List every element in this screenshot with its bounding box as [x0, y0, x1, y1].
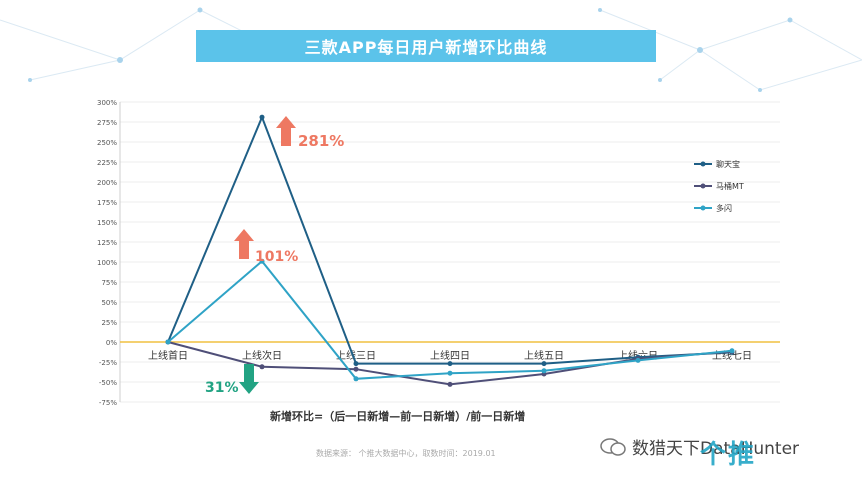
y-tick-label: -50%: [99, 379, 117, 387]
legend-label: 聊天宝: [716, 159, 740, 169]
annotation-label: 31%: [205, 380, 239, 396]
data-point: [353, 361, 359, 367]
y-tick-label: 175%: [97, 199, 117, 207]
formula-text: 新增环比=（后一日新增—前一日新增）/前一日新增: [270, 410, 526, 423]
data-point: [165, 339, 171, 345]
annotation-label: 101%: [255, 249, 298, 265]
brand-logo-text: 个推: [700, 440, 757, 470]
y-tick-label: 100%: [97, 259, 117, 267]
y-tick-label: 125%: [97, 239, 117, 247]
data-point: [353, 366, 359, 372]
y-tick-label: -75%: [99, 399, 117, 407]
data-point: [635, 357, 641, 363]
data-point: [259, 258, 265, 264]
y-tick-label: 275%: [97, 119, 117, 127]
legend-marker: [700, 161, 706, 167]
y-tick-label: 150%: [97, 219, 117, 227]
data-point: [541, 361, 547, 367]
y-tick-label: 0%: [106, 339, 117, 347]
legend-label: 多闪: [716, 203, 732, 213]
data-source-text: 数据来源： 个推大数据中心，取数时间：2019.01: [316, 449, 496, 458]
y-tick-label: 225%: [97, 159, 117, 167]
data-point: [447, 370, 453, 376]
wechat-account-name: 数猎天下DataHunter: [632, 439, 800, 459]
x-tick-label: 上线首日: [148, 349, 188, 362]
legend-marker: [700, 205, 706, 211]
x-tick-label: 上线三日: [336, 349, 376, 362]
data-point: [259, 364, 265, 370]
down-arrow-icon: [239, 364, 259, 394]
wechat-icon: [600, 437, 626, 457]
legend-marker: [700, 183, 706, 189]
data-point: [447, 361, 453, 367]
x-tick-label: 上线次日: [242, 349, 282, 362]
x-tick-label: 上线五日: [524, 349, 564, 362]
annotation-label: 281%: [298, 132, 344, 150]
data-point: [259, 114, 265, 120]
data-point: [353, 376, 359, 382]
data-point: [447, 381, 453, 387]
y-tick-label: 25%: [101, 319, 117, 327]
y-tick-label: 200%: [97, 179, 117, 187]
up-arrow-icon: [234, 229, 254, 259]
y-tick-label: -25%: [99, 359, 117, 367]
legend-label: 马桶MT: [716, 181, 744, 191]
chart-title: 三款APP每日用户新增环比曲线: [196, 30, 656, 62]
wechat-watermark: 数猎天下DataHunter: [600, 434, 799, 459]
up-arrow-icon: [276, 116, 296, 146]
y-tick-label: 75%: [101, 279, 117, 287]
x-tick-label: 上线四日: [430, 349, 470, 362]
data-point: [541, 368, 547, 374]
y-tick-label: 50%: [101, 299, 117, 307]
y-tick-label: 300%: [97, 99, 117, 107]
y-tick-label: 250%: [97, 139, 117, 147]
data-point: [729, 348, 735, 354]
